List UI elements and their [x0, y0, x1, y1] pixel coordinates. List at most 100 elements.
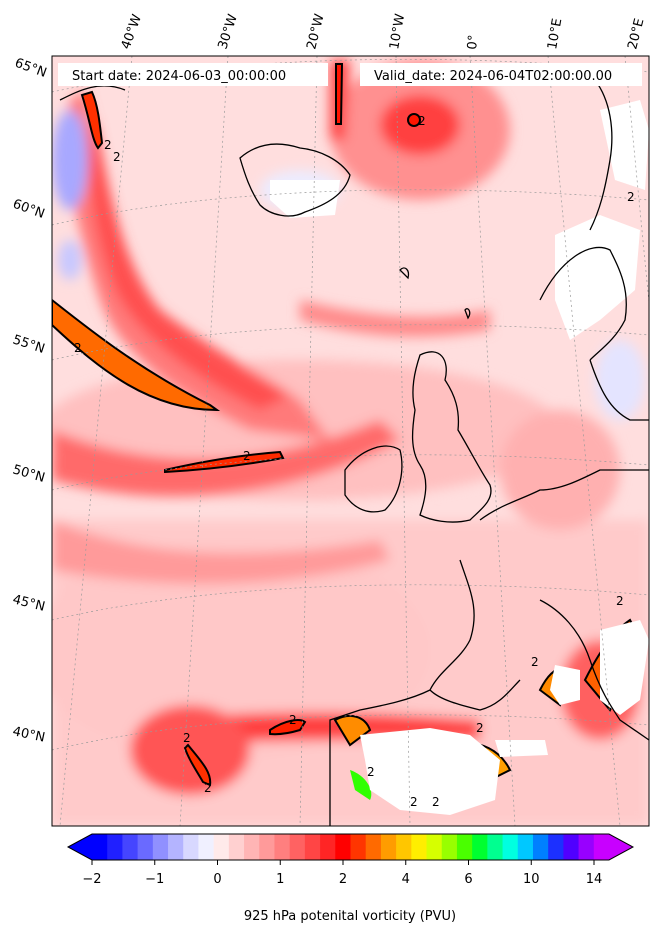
- start-date-box: [58, 63, 328, 86]
- contour-label: 2: [410, 795, 418, 809]
- colorbar-cell: [472, 834, 488, 860]
- shetland-coast: [464, 308, 471, 320]
- lat-label-60n: 60°N: [11, 197, 47, 222]
- contour-label: 2: [243, 449, 251, 463]
- colorbar-cell: [92, 834, 108, 860]
- colorbar-cell: [548, 834, 564, 860]
- colorbar-cell: [593, 834, 610, 860]
- start-date-label: Start date: 2024-06-03_00:00:00: [72, 69, 286, 84]
- colorbar-cell: [183, 834, 200, 860]
- valid-date-box: [360, 63, 642, 86]
- colorbar-cell: [441, 834, 458, 860]
- ireland-coast: [344, 445, 403, 513]
- colorbar-cell: [228, 834, 245, 860]
- colorbar-cell: [213, 834, 230, 860]
- scandinavia-north-coast: [589, 79, 613, 231]
- contour-label: 2: [104, 138, 112, 152]
- coastlines: [59, 79, 649, 826]
- colorbar-under-arrow: [68, 834, 92, 860]
- contour-label: 2: [367, 765, 375, 779]
- colorbar-label: 925 hPa potenital vorticity (PVU): [244, 909, 456, 924]
- colorbar-tick-label: 1: [276, 872, 284, 887]
- colorbar-cell: [365, 834, 382, 860]
- colorbar-cell: [563, 834, 580, 860]
- lon-label-10e: 10°E: [545, 17, 565, 50]
- contour-label: 2: [418, 114, 426, 128]
- colorbar-cell: [289, 834, 306, 860]
- lat-label-45n: 45°N: [11, 592, 46, 614]
- lon-label-30w: 30°W: [216, 12, 241, 51]
- graticule: [52, 56, 649, 826]
- map-panel: 2 2 2 2 2 2 2 2 2 2 2 2 2 2 2 Start date…: [52, 56, 649, 826]
- longitude-labels: 40°W 30°W 20°W 10°W 0° 10°E 20°E: [119, 12, 648, 51]
- contour-label: 2: [204, 781, 212, 795]
- contour-label: 2: [616, 594, 624, 608]
- contour-label: 2: [531, 655, 539, 669]
- iberia-coast: [329, 689, 431, 826]
- lon-label-10w: 10°W: [387, 13, 408, 51]
- lon-label-40w: 40°W: [119, 12, 145, 51]
- lat-label-55n: 55°N: [11, 333, 47, 357]
- contour-label: 2: [183, 731, 191, 745]
- lat-label-65n: 65°N: [13, 56, 49, 81]
- iceland-coast: [239, 143, 351, 217]
- colorbar-cell: [198, 834, 215, 860]
- contour-label: 2: [113, 150, 121, 164]
- valid-date-label: Valid_date: 2024-06-04T02:00:00.00: [374, 69, 612, 84]
- greenland-coast: [59, 85, 126, 101]
- colorbar-cell: [244, 834, 260, 860]
- colorbar-cell: [107, 834, 124, 860]
- lat-label-50n: 50°N: [11, 462, 47, 485]
- colorbar-tick-label: 0: [213, 872, 221, 887]
- colorbar-cell: [411, 834, 428, 860]
- colorbar-cell: [350, 834, 367, 860]
- colorbar-cell: [320, 834, 336, 860]
- colorbar-over-arrow: [609, 834, 633, 860]
- colorbar-cell: [274, 834, 291, 860]
- sweden-coast: [589, 359, 649, 421]
- colorbar-tick-label: −1: [145, 872, 164, 887]
- colorbar-cell: [168, 834, 184, 860]
- france-coast: [429, 559, 521, 711]
- lon-label-20e: 20°E: [625, 17, 647, 51]
- colorbar-cell: [426, 834, 443, 860]
- map-frame: [51, 55, 650, 827]
- missing-data-regions: [270, 100, 649, 815]
- contour-label: 2: [627, 190, 635, 204]
- faroe-coast: [399, 267, 410, 280]
- colorbar-cell: [396, 834, 412, 860]
- colorbar-cell: [517, 834, 534, 860]
- colorbar-cell: [578, 834, 595, 860]
- colorbar-cell: [335, 834, 352, 860]
- colorbar-cell: [259, 834, 276, 860]
- contour-label: 2: [476, 721, 484, 735]
- contour-label: 2: [74, 341, 82, 355]
- colorbar-cell: [304, 834, 321, 860]
- colorbar-tick-label: 2: [339, 872, 347, 887]
- colorbar-tick-label: 4: [402, 872, 410, 887]
- contour-label: 2: [289, 713, 297, 727]
- colorbar-tick-label: 10: [523, 872, 540, 887]
- colorbar-cell: [532, 834, 549, 860]
- norway-coast: [539, 246, 627, 361]
- colorbar-cell: [487, 834, 504, 860]
- lon-label-20w: 20°W: [304, 12, 327, 51]
- colorbar-cell: [456, 834, 473, 860]
- latitude-labels: 65°N 60°N 55°N 50°N 45°N 40°N: [11, 56, 49, 746]
- colorbar-cell: [137, 834, 154, 860]
- colorbar-cell: [122, 834, 139, 860]
- colorbar: −2 −1 0 1 2 4 6 10 14 925 hPa potenital vorticit…: [66, 833, 635, 924]
- great-britain-coast: [411, 351, 492, 523]
- colorbar-tick-label: 14: [586, 872, 603, 887]
- colorbar-tick-label: 6: [464, 872, 472, 887]
- lat-label-40n: 40°N: [11, 724, 46, 745]
- colorbar-cell: [380, 834, 397, 860]
- lon-label-0: 0°: [465, 34, 481, 50]
- north-sea-coast: [479, 469, 649, 521]
- contour-label: 2: [432, 795, 440, 809]
- italy-coast: [539, 599, 649, 741]
- colorbar-tick-label: −2: [82, 872, 101, 887]
- colorbar-cell: [502, 834, 519, 860]
- contour-labels: 2 2 2 2 2 2 2 2 2 2 2 2 2 2 2: [74, 114, 635, 809]
